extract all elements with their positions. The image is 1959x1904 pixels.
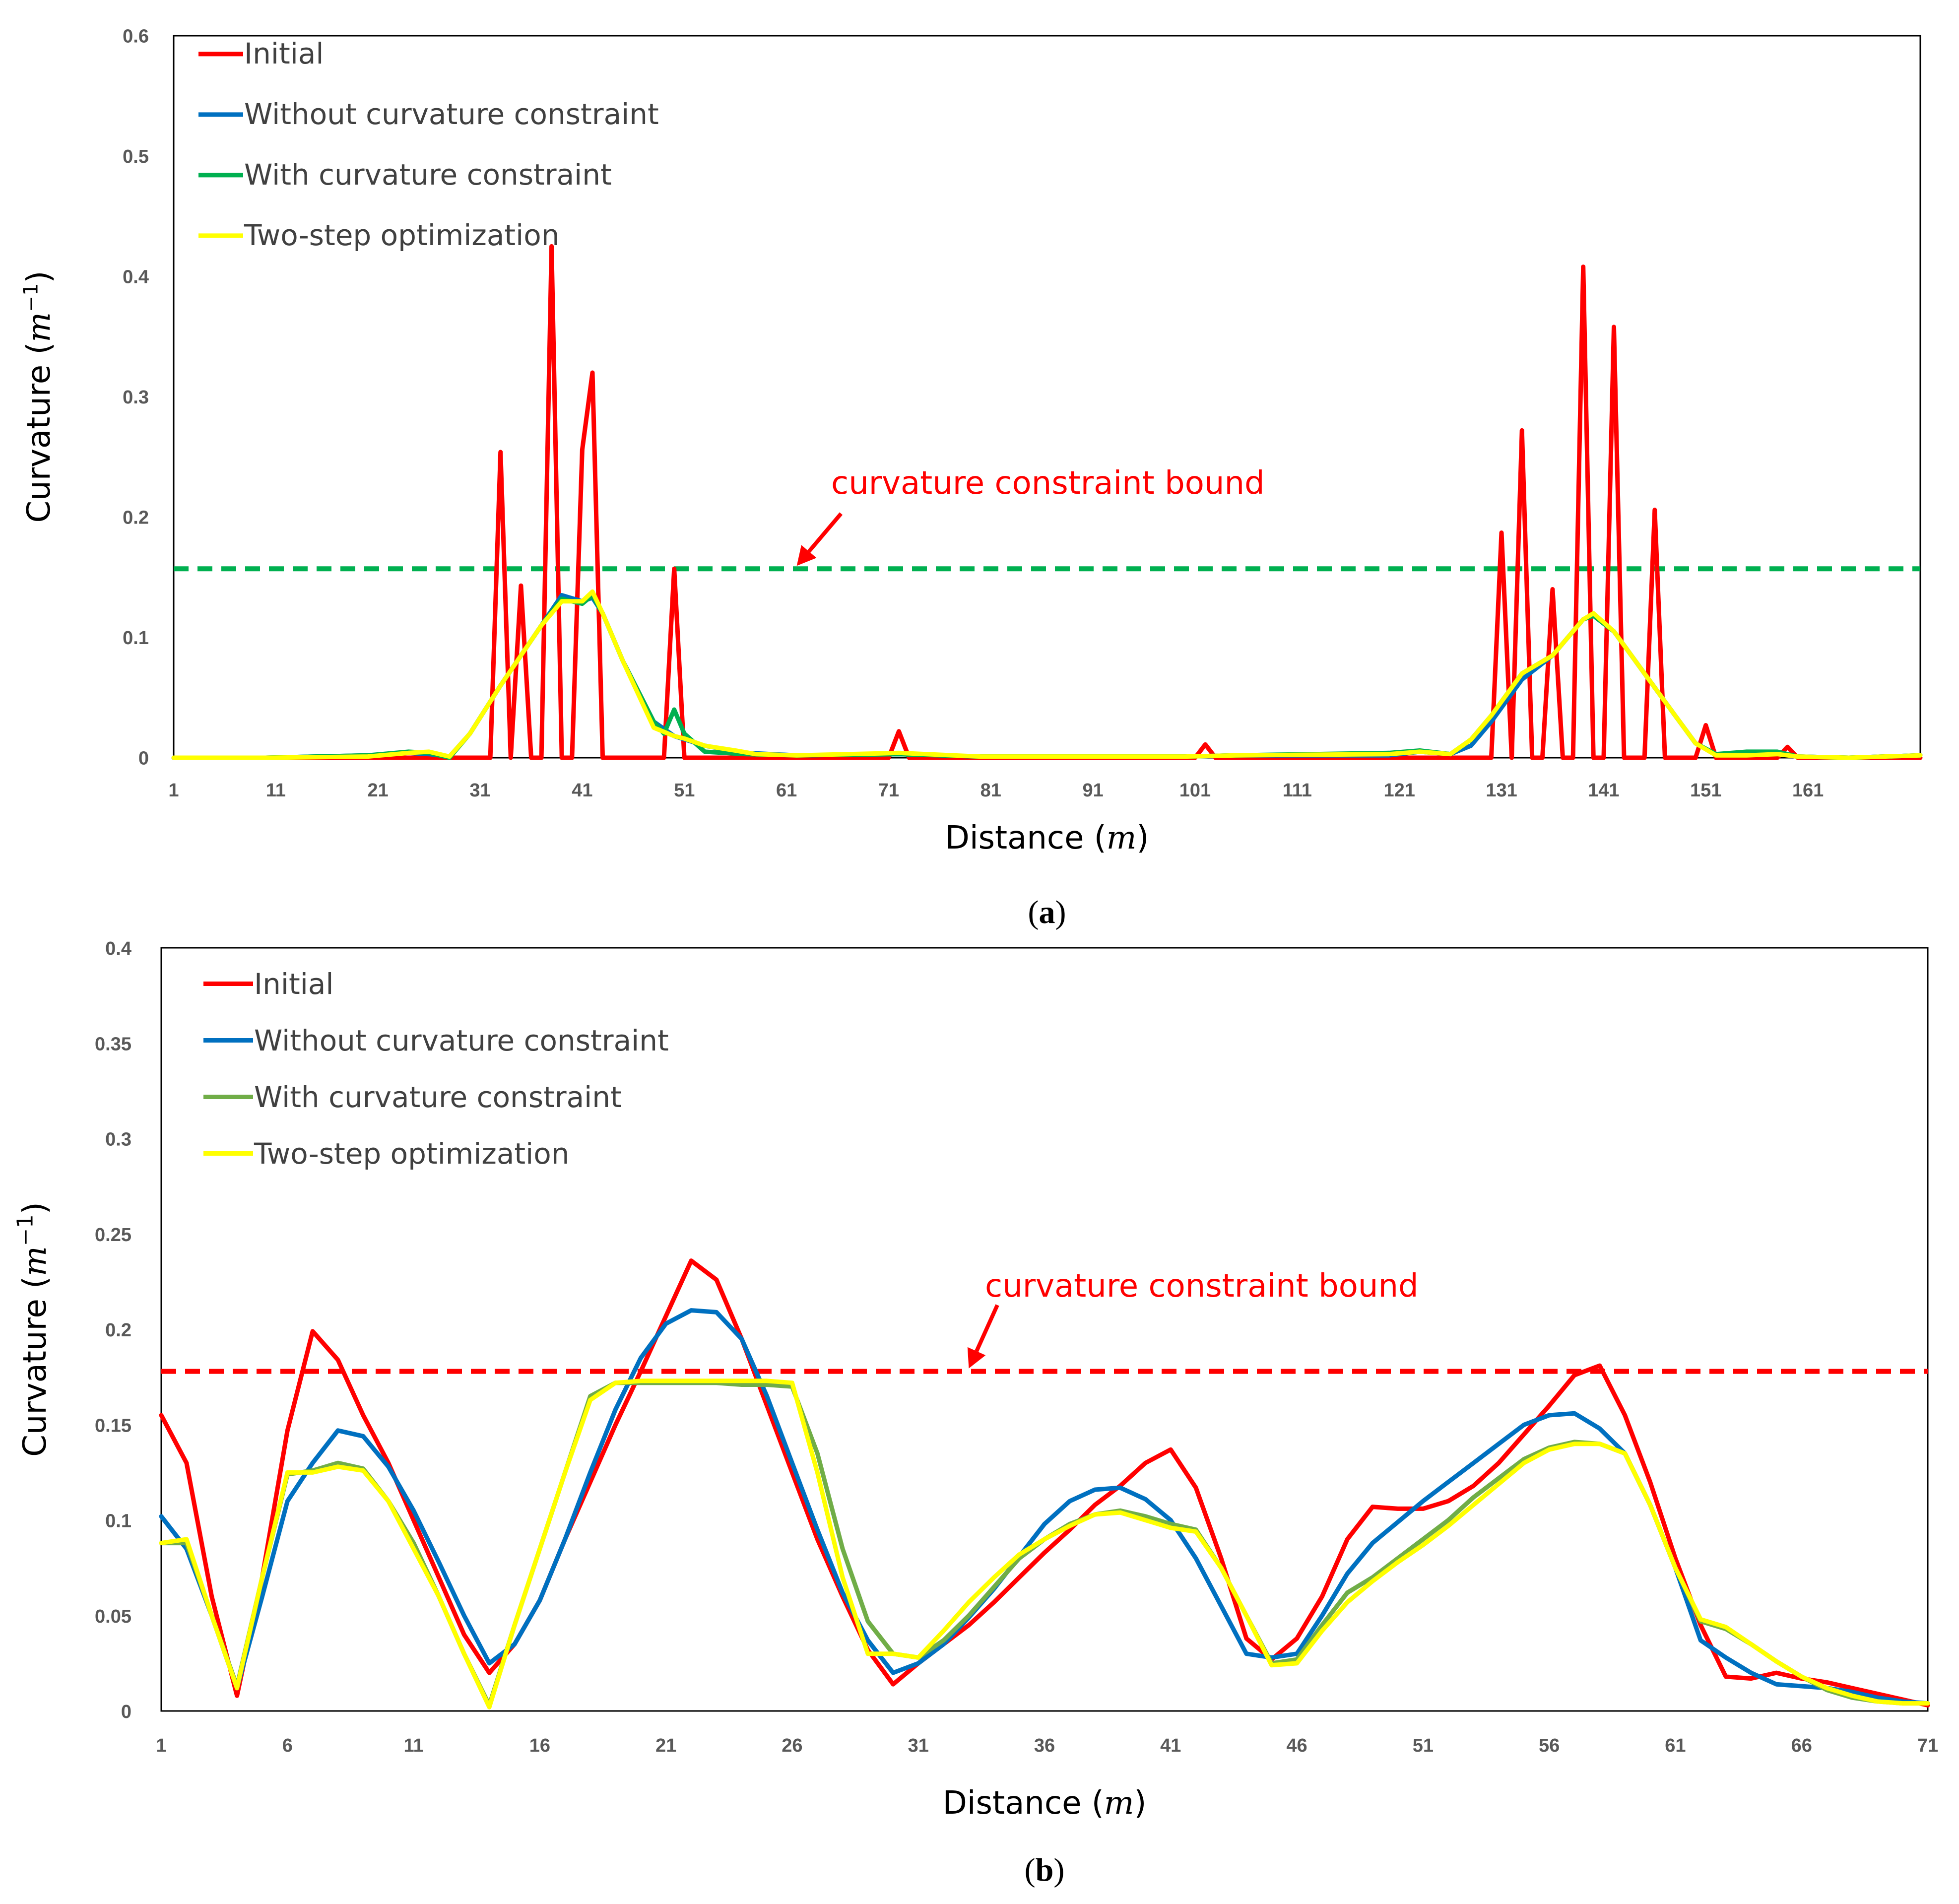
x-axis-label: Distance (m) xyxy=(945,820,1149,856)
y-tick-label: 0.1 xyxy=(105,1511,131,1532)
plot-area xyxy=(160,947,1929,1712)
x-tick-label: 91 xyxy=(1082,780,1103,801)
y-tick-label: 0.05 xyxy=(95,1606,131,1627)
y-axis-label: Curvature (m−1) xyxy=(13,1202,54,1457)
x-tick-label: 26 xyxy=(782,1735,802,1756)
x-tick-label: 121 xyxy=(1383,780,1415,801)
annotation-arrow-shaft xyxy=(807,512,843,553)
legend-entry: With curvature constraint xyxy=(244,158,612,192)
series-line-initial xyxy=(159,1258,1930,1707)
legend-entry: Two-step optimization xyxy=(244,218,560,252)
annotation-arrow-head xyxy=(796,545,817,566)
y-tick-label: 0.1 xyxy=(123,628,149,649)
legend-entry: Without curvature constraint xyxy=(244,97,659,131)
x-tick-label: 101 xyxy=(1179,780,1211,801)
y-tick-label: 0 xyxy=(121,1702,131,1722)
y-tick-label: 0.35 xyxy=(95,1034,131,1054)
legend: Initial Without curvature constraint With … xyxy=(198,37,659,252)
x-tick-label: 6 xyxy=(282,1735,293,1756)
x-tick-label: 56 xyxy=(1539,1735,1560,1756)
x-axis-label: Distance (m) xyxy=(943,1785,1147,1822)
y-tick-label: 0.5 xyxy=(123,146,149,167)
legend: Initial Without curvature constraint With … xyxy=(203,967,669,1171)
x-tick-label: 46 xyxy=(1286,1735,1307,1756)
x-tick-label: 11 xyxy=(266,780,286,801)
x-tick-label: 141 xyxy=(1588,780,1619,801)
x-tick-label: 51 xyxy=(674,780,695,801)
x-tick-label: 71 xyxy=(1917,1735,1938,1756)
y-tick-label: 0 xyxy=(138,748,149,769)
y-axis-label: Curvature (m−1) xyxy=(20,270,58,523)
y-tick-label: 0.25 xyxy=(95,1225,131,1246)
series-line-two-step-optimization xyxy=(171,589,1923,760)
x-tick-label: 1 xyxy=(156,1735,166,1756)
x-tick-label: 21 xyxy=(368,780,389,801)
legend-entry: Initial xyxy=(254,967,334,1001)
x-tick-label: 11 xyxy=(403,1735,423,1756)
x-tick-label: 131 xyxy=(1486,780,1517,801)
annotation-arrow-head xyxy=(967,1347,986,1369)
x-tick-label: 41 xyxy=(1160,1735,1181,1756)
x-tick-label: 61 xyxy=(1665,1735,1686,1756)
y-tick-label: 0.2 xyxy=(105,1320,131,1341)
y-tick-label: 0.2 xyxy=(123,507,149,528)
x-tick-label: 21 xyxy=(655,1735,676,1756)
y-tick-label: 0.3 xyxy=(123,387,149,408)
legend-entry: Two-step optimization xyxy=(254,1137,570,1171)
chart-b: 00.050.10.150.20.250.30.350.41 6 11 16 21 26 3… xyxy=(13,938,1938,1888)
series-line-two-step-optimization xyxy=(159,1379,1930,1709)
x-tick-label: 161 xyxy=(1792,780,1824,801)
chart-a: 00.10.20.30.40.50.61 11 21 31 41 51 61 71 81 91 10… xyxy=(20,26,1923,930)
plot-area xyxy=(173,35,1921,759)
y-tick-label: 0.4 xyxy=(123,266,149,287)
y-tick-label: 0.4 xyxy=(105,938,131,959)
x-tick-label: 61 xyxy=(776,780,797,801)
x-tick-label: 1 xyxy=(168,780,179,801)
y-tick-label: 0.6 xyxy=(123,26,149,47)
constraint-annotation: curvature constraint bound xyxy=(831,465,1265,502)
x-tick-label: 41 xyxy=(572,780,592,801)
legend-entry: With curvature constraint xyxy=(254,1080,622,1114)
y-tick-label: 0.3 xyxy=(105,1129,131,1150)
y-tick-label: 0.15 xyxy=(95,1415,131,1436)
x-tick-label: 31 xyxy=(908,1735,929,1756)
subfigure-caption: (a) xyxy=(1028,894,1066,930)
legend-entry: Without curvature constraint xyxy=(254,1024,669,1057)
x-tick-label: 36 xyxy=(1034,1735,1055,1756)
annotation-arrow-shaft xyxy=(975,1304,999,1352)
x-tick-label: 16 xyxy=(529,1735,550,1756)
legend-entry: Initial xyxy=(244,37,324,70)
x-tick-label: 51 xyxy=(1413,1735,1434,1756)
series-line-initial xyxy=(171,244,1923,760)
subfigure-caption: (b) xyxy=(1025,1852,1065,1888)
x-tick-label: 31 xyxy=(469,780,490,801)
x-tick-label: 71 xyxy=(878,780,899,801)
x-tick-label: 111 xyxy=(1283,780,1312,801)
constraint-annotation: curvature constraint bound xyxy=(985,1268,1419,1305)
x-tick-label: 66 xyxy=(1791,1735,1812,1756)
x-tick-label: 151 xyxy=(1690,780,1721,801)
x-tick-label: 81 xyxy=(980,780,1001,801)
